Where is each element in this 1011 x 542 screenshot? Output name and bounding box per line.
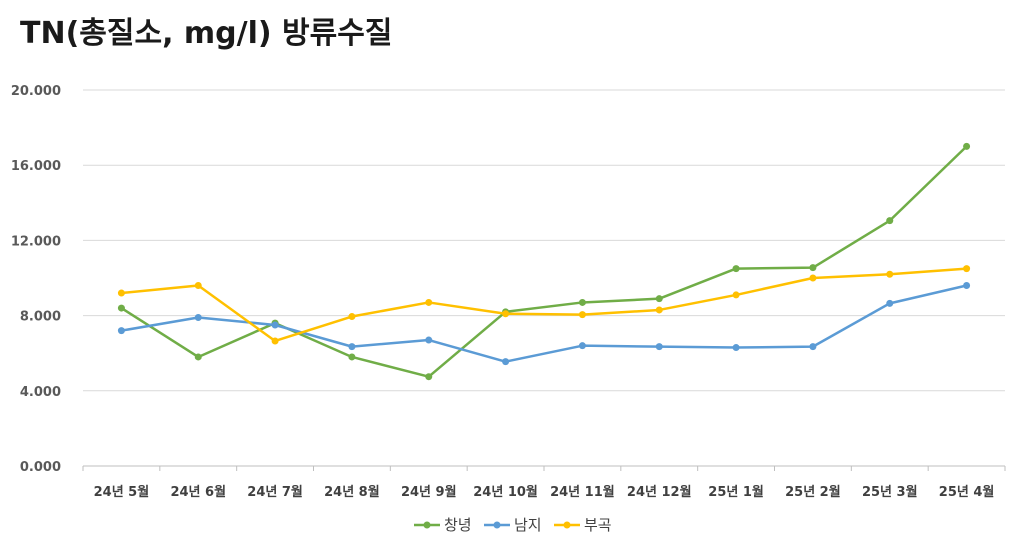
series-line	[120, 267, 968, 343]
data-point	[963, 265, 971, 273]
series-line	[120, 284, 968, 363]
x-tick-label: 24년 11월	[550, 484, 615, 500]
data-point	[194, 353, 202, 361]
data-point	[578, 298, 586, 306]
y-tick-label: 20.000	[11, 84, 61, 99]
data-point	[271, 337, 279, 345]
data-point	[578, 342, 586, 350]
x-tick-label: 24년 7월	[247, 484, 303, 500]
data-point	[655, 306, 663, 314]
data-point	[963, 142, 971, 150]
y-tick-label: 8.000	[20, 310, 61, 325]
data-point	[578, 311, 586, 319]
x-tick-label: 24년 5월	[94, 484, 150, 500]
data-point	[271, 321, 279, 329]
x-tick-label: 24년 9월	[401, 484, 457, 500]
data-point	[117, 304, 125, 312]
x-tick-label: 25년 2월	[785, 484, 841, 500]
data-point	[502, 358, 510, 366]
y-tick-label: 12.000	[11, 234, 61, 249]
legend-label: 창녕	[444, 516, 472, 534]
data-point	[655, 295, 663, 303]
data-point	[348, 343, 356, 351]
data-point	[732, 265, 740, 273]
legend-label: 남지	[514, 516, 542, 534]
data-point	[117, 289, 125, 297]
data-point	[502, 310, 510, 318]
data-point	[963, 282, 971, 290]
data-point	[732, 344, 740, 352]
legend-marker	[493, 521, 501, 529]
y-tick-label: 16.000	[11, 159, 61, 174]
chart-title: TN(총질소, mg/l) 방류수질	[20, 16, 393, 51]
x-tick-label: 25년 4월	[939, 484, 995, 500]
data-point	[425, 373, 433, 381]
data-point	[425, 336, 433, 344]
x-tick-label: 25년 1월	[708, 484, 764, 500]
data-point	[732, 291, 740, 299]
x-tick-label: 24년 8월	[324, 484, 380, 500]
data-point	[809, 343, 817, 351]
data-point	[194, 313, 202, 321]
data-point	[194, 282, 202, 290]
data-point	[117, 327, 125, 335]
legend-label: 부곡	[584, 516, 612, 534]
x-tick-label: 25년 3월	[862, 484, 918, 500]
x-tick-label: 24년 12월	[627, 484, 692, 500]
y-tick-label: 4.000	[20, 385, 61, 400]
data-point	[886, 299, 894, 307]
data-point	[886, 270, 894, 278]
data-point	[886, 217, 894, 225]
data-point	[655, 343, 663, 351]
data-point	[348, 313, 356, 321]
legend-marker	[563, 521, 571, 529]
data-point	[809, 274, 817, 282]
data-point	[348, 353, 356, 361]
legend-marker	[423, 521, 431, 529]
series-line	[120, 145, 968, 378]
x-tick-label: 24년 10월	[473, 484, 538, 500]
x-tick-label: 24년 6월	[170, 484, 226, 500]
y-tick-label: 0.000	[20, 460, 61, 475]
data-point	[425, 298, 433, 306]
data-point	[809, 264, 817, 272]
